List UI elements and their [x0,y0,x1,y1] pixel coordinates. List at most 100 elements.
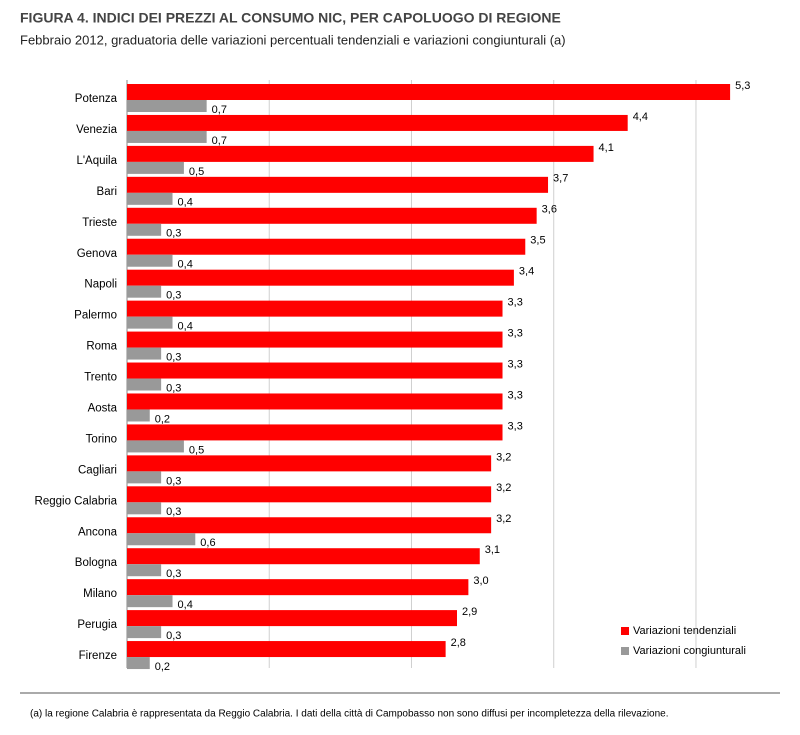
y-tick-label: Bologna [75,557,118,569]
bar [127,238,526,255]
value-label: 3,2 [496,482,511,494]
bar [127,626,162,639]
value-label: 0,7 [212,104,227,116]
value-label: 0,5 [189,166,204,178]
value-label: 3,2 [496,451,511,463]
value-label: 3,1 [485,544,500,556]
bar [127,393,503,410]
bar [127,440,184,453]
value-label: 3,3 [508,358,523,370]
y-tick-label: Roma [86,341,117,353]
bar [127,362,503,379]
legend-label: Variazioni congiunturali [633,645,746,657]
bar [127,564,162,577]
value-label: 0,4 [178,321,193,333]
bar [127,176,549,193]
bar [127,641,446,658]
value-label: 3,3 [508,420,523,432]
value-label: 0,3 [166,228,181,240]
y-tick-label: Trieste [82,217,117,229]
y-tick-label: Reggio Calabria [35,495,118,507]
bar [127,130,207,143]
value-label: 0,3 [166,475,181,487]
value-label: 3,3 [508,297,523,309]
y-tick-label: Genova [77,248,118,260]
y-tick-label: Trento [84,372,117,384]
legend-swatch [621,647,629,655]
bar [127,316,173,329]
y-tick-label: Aosta [88,403,118,415]
y-tick-label: Potenza [75,93,118,105]
bar [127,223,162,236]
y-tick-label: Bari [97,186,117,198]
bar [127,100,207,112]
value-label: 0,3 [166,351,181,363]
value-label: 3,0 [473,575,488,587]
y-tick-label: Palermo [74,310,117,322]
bar [127,285,162,298]
bar [127,579,469,596]
value-label: 0,4 [178,599,193,611]
bar [127,161,184,174]
value-label: 3,4 [519,266,534,278]
bar [127,145,594,162]
bar [127,84,731,100]
value-label: 0,5 [189,444,204,456]
bar [127,378,162,391]
chart-title: FIGURA 4. INDICI DEI PREZZI AL CONSUMO N… [20,10,561,26]
value-label: 0,4 [178,197,193,209]
bar [127,409,150,422]
bar [127,254,173,267]
bar [127,114,628,131]
value-label: 3,7 [553,173,568,185]
y-tick-label: Perugia [77,619,117,631]
bar [127,300,503,317]
y-tick-label: Firenze [79,650,117,662]
value-label: 0,3 [166,290,181,302]
y-tick-label: Napoli [84,279,117,291]
legend-swatch [621,627,629,635]
value-label: 3,6 [542,204,557,216]
value-label: 2,8 [451,637,466,649]
y-tick-label: L'Aquila [76,155,117,167]
value-label: 0,7 [212,135,227,147]
bar [127,657,150,670]
value-label: 0,2 [155,413,170,425]
value-label: 3,3 [508,327,523,339]
value-label: 5,3 [735,80,750,92]
bar [127,533,196,546]
bar [127,502,162,515]
bar [127,610,457,627]
bar [127,347,162,360]
y-tick-label: Torino [86,433,117,445]
chart-subtitle: Febbraio 2012, graduatoria delle variazi… [20,32,566,47]
value-label: 4,4 [633,111,648,123]
value-label: 0,3 [166,568,181,580]
legend-label: Variazioni tendenziali [633,625,736,637]
y-tick-label: Ancona [78,526,118,538]
value-label: 3,3 [508,389,523,401]
value-label: 0,4 [178,259,193,271]
bar [127,595,173,608]
bar [127,548,480,565]
y-tick-label: Venezia [76,124,118,136]
value-label: 2,9 [462,606,477,618]
value-label: 0,6 [200,537,215,549]
bar [127,331,503,348]
bar [127,424,503,441]
value-label: 3,5 [530,235,545,247]
bar [127,269,514,286]
bar [127,192,173,205]
bar [127,455,492,472]
bar [127,486,492,503]
value-label: 3,2 [496,513,511,525]
bar [127,517,492,534]
bar [127,207,537,224]
value-label: 4,1 [599,142,614,154]
value-label: 0,3 [166,382,181,394]
value-label: 0,3 [166,630,181,642]
footnote: (a) la regione Calabria è rappresentata … [30,709,669,720]
y-tick-label: Cagliari [78,464,117,476]
y-tick-label: Milano [83,588,117,600]
